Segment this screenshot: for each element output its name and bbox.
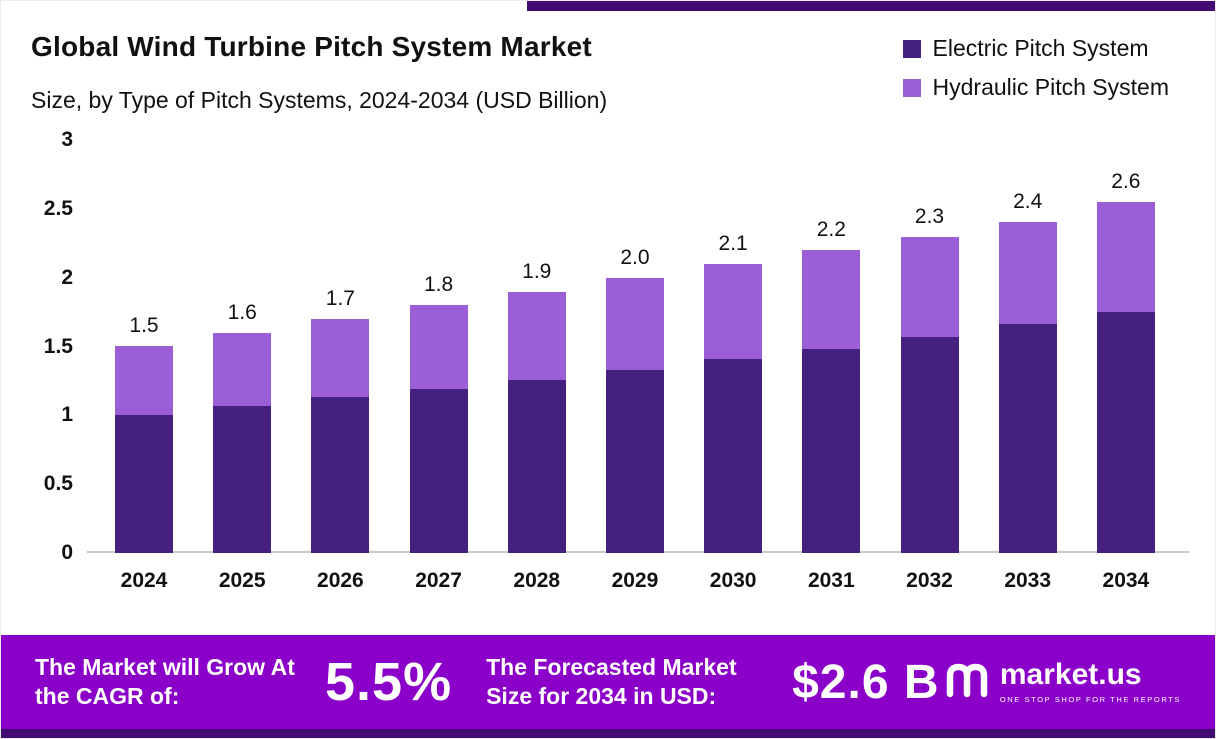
bar-value-label: 1.9	[522, 260, 552, 283]
bar-segment-electric	[115, 415, 173, 553]
bar-segment-electric	[507, 380, 566, 553]
legend-item-hydraulic: Hydraulic Pitch System	[902, 74, 1169, 101]
bar-value-label: 2.6	[1111, 170, 1141, 193]
bar-value-label: 1.5	[129, 314, 159, 337]
bar-segment-electric	[311, 397, 370, 553]
bottom-decor-strip	[1, 729, 1215, 738]
bar-value-label: 2.4	[1013, 190, 1043, 213]
brand-name: market.us	[999, 658, 1142, 691]
bar-segment-electric	[704, 359, 763, 553]
legend-swatch-electric	[902, 39, 921, 58]
bar-segment-electric	[998, 324, 1057, 553]
bar-column: 1.9	[507, 260, 566, 553]
brand-tagline: ONE STOP SHOP FOR THE REPORTS	[999, 695, 1181, 704]
bar-column: 2.3	[900, 205, 959, 553]
bar-column: 1.5	[115, 314, 173, 553]
x-axis-label: 2026	[317, 569, 364, 592]
chart-area: 3 2.5 2 1.5 1 0.5 0 1.5 1.6 1.7 1.8 1.9 2.0 2.1 2.2 2.…	[1, 114, 1215, 593]
legend-item-electric: Electric Pitch System	[902, 35, 1169, 62]
x-axis-label: 2025	[218, 569, 266, 592]
bar-column: 2.6	[1096, 170, 1155, 553]
top-decor-strip	[527, 1, 1215, 11]
bar-value-label: 1.6	[227, 301, 257, 324]
x-axis-label: 2034	[1102, 569, 1150, 592]
title-block: Global Wind Turbine Pitch System Market …	[31, 31, 607, 114]
bar-segment-hydraulic	[507, 292, 566, 380]
x-axis-label: 2030	[709, 569, 757, 592]
brand-lockup: market.us ONE STOP SHOP FOR THE REPORTS	[944, 660, 1181, 704]
x-axis-label: 2031	[807, 569, 855, 592]
brand-text: market.us ONE STOP SHOP FOR THE REPORTS	[999, 658, 1181, 705]
marketus-logo-icon	[944, 661, 990, 704]
bar-value-label: 2.3	[914, 205, 945, 228]
bar-segment-electric	[213, 406, 272, 553]
forecast-value: $2.6 B	[792, 655, 940, 709]
bar-segment-electric	[802, 349, 861, 553]
cagr-value: 5.5%	[325, 652, 453, 712]
bar-value-label: 1.8	[423, 273, 454, 296]
bar-segment-hydraulic	[605, 278, 664, 370]
y-tick-label: 1	[61, 403, 73, 427]
bar-segment-hydraulic	[1096, 202, 1155, 312]
x-axis-label: 2032	[906, 569, 953, 592]
legend-label-electric: Electric Pitch System	[932, 35, 1149, 61]
bar-value-label: 2.1	[718, 232, 748, 255]
bar-segment-hydraulic	[802, 250, 861, 349]
y-tick-label: 0.5	[43, 472, 73, 496]
footer-banner: The Market will Grow At the CAGR of: 5.5…	[1, 635, 1215, 729]
bar-segment-electric	[900, 337, 959, 553]
bar-column: 2.4	[998, 190, 1057, 553]
bar-segment-hydraulic	[311, 319, 370, 397]
legend-swatch-hydraulic	[902, 78, 921, 97]
bar-segment-hydraulic	[409, 305, 468, 389]
bar-segment-electric	[409, 389, 468, 553]
bar-segment-electric	[1096, 312, 1155, 553]
x-axis-label: 2027	[415, 569, 462, 592]
bar-segment-hydraulic	[998, 222, 1057, 324]
x-axis-label: 2028	[513, 569, 561, 592]
x-axis-label: 2029	[611, 569, 659, 592]
bar-column: 2.2	[802, 218, 861, 553]
bar-segment-hydraulic	[704, 264, 763, 359]
y-axis: 3 2.5 2 1.5 1 0.5 0	[27, 128, 87, 564]
bar-segment-hydraulic	[213, 333, 272, 406]
bar-value-label: 1.7	[325, 287, 355, 310]
bar-segment-hydraulic	[115, 346, 173, 415]
bar-value-label: 2.2	[816, 218, 846, 241]
plot-wrap: 1.5 1.6 1.7 1.8 1.9 2.0 2.1 2.2 2.3 2.4 2.6 2024 20…	[87, 140, 1189, 593]
y-tick-label: 3	[61, 128, 73, 151]
legend: Electric Pitch System Hydraulic Pitch Sy…	[902, 31, 1169, 101]
header: Global Wind Turbine Pitch System Market …	[1, 1, 1215, 114]
y-tick-label: 0	[61, 541, 73, 564]
bar-value-label: 2.0	[620, 246, 650, 269]
legend-label-hydraulic: Hydraulic Pitch System	[932, 74, 1169, 100]
forecast-label: The Forecasted Market Size for 2034 in U…	[486, 653, 737, 709]
cagr-label: The Market will Grow At the CAGR of:	[35, 653, 295, 709]
x-axis-label: 2033	[1004, 569, 1052, 592]
bar-segment-electric	[605, 370, 664, 553]
x-axis-label: 2024	[120, 569, 168, 592]
bar-segment-hydraulic	[900, 237, 959, 337]
y-tick-label: 2.5	[43, 196, 73, 220]
bar-column: 2.1	[704, 232, 763, 553]
y-tick-label: 2	[61, 265, 73, 289]
chart-title: Global Wind Turbine Pitch System Market	[31, 31, 592, 62]
bar-column: 1.7	[311, 287, 370, 553]
bar-column: 2.0	[605, 246, 664, 553]
y-tick-label: 1.5	[43, 334, 73, 358]
x-axis-labels: 2024 2025 2026 2027 2028 2029 2030 2031 2032 2033…	[87, 569, 1189, 593]
bar-column: 1.8	[409, 273, 468, 553]
plot-area: 1.5 1.6 1.7 1.8 1.9 2.0 2.1 2.2 2.3 2.4 2.6	[87, 140, 1189, 553]
chart-subtitle: Size, by Type of Pitch Systems, 2024-203…	[31, 87, 608, 113]
bar-column: 1.6	[213, 301, 272, 553]
